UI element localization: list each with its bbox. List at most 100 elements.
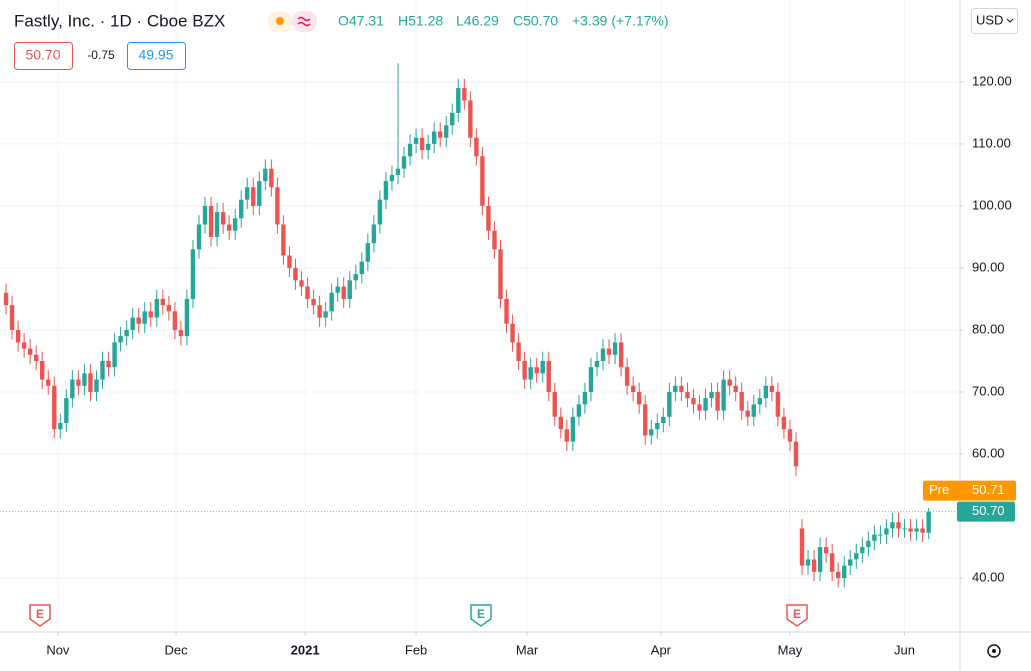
gear (987, 644, 1001, 658)
candle-body (293, 267, 298, 281)
candle-body (281, 224, 286, 256)
candle-body (540, 360, 545, 374)
candle (588, 357, 594, 402)
candle (329, 283, 334, 321)
candle-body (817, 547, 823, 572)
candle (691, 388, 696, 414)
candle (148, 302, 153, 327)
candle-body (920, 528, 925, 533)
candle (914, 519, 919, 541)
event-badge[interactable] (29, 604, 51, 627)
candle (558, 407, 564, 439)
candle-body (860, 547, 865, 554)
candle (884, 519, 889, 544)
candle-body (763, 385, 769, 399)
candle-body (251, 187, 256, 206)
candle (208, 196, 214, 247)
candle-body (33, 354, 39, 361)
event-badge[interactable] (786, 604, 808, 627)
candle-body (118, 336, 123, 343)
candle-body (323, 311, 328, 318)
candle-body (383, 181, 389, 200)
candle-body (516, 342, 521, 361)
candle (232, 209, 238, 241)
candle (70, 370, 75, 408)
candle (311, 289, 316, 315)
currency-caret (1006, 18, 1014, 23)
candle (124, 320, 129, 346)
candle-body (594, 360, 600, 368)
candle-body (365, 243, 371, 262)
candle (347, 271, 352, 309)
price-tag-label: 50.70 (972, 503, 1005, 518)
candle (33, 345, 39, 371)
y-tick-label: 120.00 (972, 73, 1012, 88)
candle (516, 333, 521, 371)
settings-icon[interactable] (987, 644, 1001, 658)
candle (269, 159, 274, 197)
candle-body (468, 100, 473, 138)
candle (251, 178, 256, 216)
candle (245, 178, 250, 210)
candle (341, 277, 346, 309)
currency-button[interactable] (971, 8, 1018, 34)
candle (757, 388, 762, 414)
sun-icon (276, 17, 284, 25)
candle-body (52, 385, 57, 430)
candle-body (787, 429, 793, 442)
candle-body (9, 305, 15, 330)
candle-body (419, 137, 425, 151)
ohlc-high: H51.28 (398, 13, 443, 29)
candle-body (823, 547, 829, 554)
candle-body (757, 398, 762, 405)
candle-body (401, 156, 407, 169)
candle (468, 91, 473, 147)
candle (872, 525, 877, 551)
x-tick-label: Jun (894, 642, 915, 657)
candle-body (263, 168, 268, 182)
candle (655, 413, 660, 439)
change: +3.39 (+7.17%) (572, 13, 669, 29)
y-tick-label: 80.00 (972, 321, 1005, 336)
candle-body (908, 528, 913, 532)
candle-body (395, 168, 401, 175)
candle (359, 252, 365, 284)
candle-body (588, 367, 594, 392)
candle (787, 419, 793, 451)
candle-body (413, 137, 419, 144)
candle (763, 376, 769, 408)
candle-body (570, 416, 576, 442)
candle-body (745, 410, 750, 417)
candle (52, 376, 57, 439)
candle-body (257, 181, 262, 206)
candle-body (450, 112, 455, 126)
candle-body (214, 212, 220, 237)
candle (811, 550, 817, 582)
gear-center (992, 649, 996, 653)
candle-body (546, 360, 551, 392)
ohlc-low: L46.29 (456, 13, 499, 29)
axes: 40.00 60.00 70.00 80.00 90.00 100.00 110.00 120… (0, 73, 1016, 657)
candle-body (835, 571, 841, 579)
candle-body (220, 212, 226, 225)
candle (793, 432, 799, 476)
candle (401, 146, 407, 179)
candle (275, 178, 280, 234)
candle-body (510, 323, 515, 343)
event-badge[interactable] (470, 604, 492, 627)
sell-price: 50.70 (25, 47, 60, 63)
candle (528, 357, 533, 389)
event-label: E (477, 607, 485, 621)
candle-body (697, 404, 702, 411)
y-tick-label: 40.00 (972, 569, 1005, 584)
candle (438, 122, 443, 147)
candle (848, 550, 853, 575)
candle (190, 240, 196, 309)
buy-box[interactable] (127, 42, 186, 70)
sell-box[interactable] (14, 42, 73, 70)
candle (239, 190, 244, 228)
candle (196, 215, 202, 259)
candle (697, 395, 702, 420)
candle-body (793, 441, 799, 467)
candle-body (15, 329, 21, 343)
